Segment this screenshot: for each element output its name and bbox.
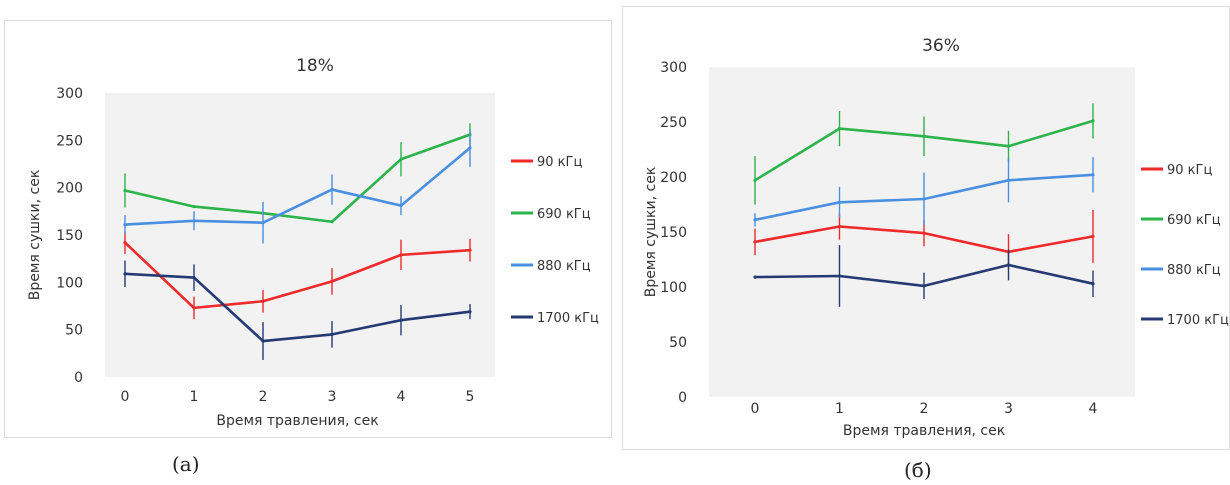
data-point-880 (922, 197, 926, 201)
legend-label-880: 880 кГц (537, 259, 591, 274)
data-point-90 (753, 240, 757, 244)
y-tick-label: 300 (56, 86, 83, 102)
chart-b: 36% 0 50 100 150 200 250 300 0 1 2 3 4 Время травлени… (643, 36, 1229, 439)
y-tick-label: 0 (678, 390, 687, 406)
data-point-880 (1091, 173, 1095, 177)
data-point-90 (468, 248, 472, 252)
data-point-880 (399, 204, 403, 208)
y-tick-label: 100 (56, 275, 83, 291)
legend-label-690: 690 кГц (537, 207, 591, 222)
y-tick-label: 200 (56, 181, 83, 197)
chart-title: 18% (296, 56, 334, 76)
y-tick-label: 100 (660, 280, 687, 296)
x-axis-label: Время травления, сек (216, 413, 378, 429)
data-point-90 (330, 279, 334, 283)
data-point-880 (1006, 178, 1011, 182)
legend-label-880: 880 кГц (1167, 263, 1221, 278)
data-point-1700 (399, 318, 403, 322)
caption-b: (б) (904, 458, 932, 482)
data-point-690 (330, 220, 334, 224)
data-point-1700 (1091, 282, 1095, 286)
chart-panel-b: 36% 0 50 100 150 200 250 300 0 1 2 3 4 Время травлени… (622, 6, 1230, 450)
data-point-690 (753, 178, 757, 182)
y-tick-label: 250 (660, 115, 687, 131)
data-point-90 (922, 231, 926, 235)
data-point-90 (192, 306, 196, 310)
y-tick-label: 300 (660, 60, 687, 76)
data-point-90 (123, 240, 127, 245)
data-point-1700 (330, 332, 334, 336)
y-axis-label: Время сушки, сек (27, 170, 43, 301)
x-tick-label: 3 (328, 389, 337, 405)
data-point-1700 (261, 339, 265, 343)
data-point-880 (123, 222, 127, 227)
chart-a: 18% 0 50 100 150 200 250 300 0 1 2 3 4 5 Время травлен… (27, 56, 599, 429)
y-tick-label: 250 (56, 133, 83, 149)
legend-label-1700: 1700 кГц (1167, 313, 1229, 328)
data-point-690 (399, 157, 403, 161)
y-tick-label: 150 (56, 228, 83, 244)
y-tick-label: 150 (660, 225, 687, 241)
data-point-690 (123, 188, 127, 193)
data-point-1700 (922, 284, 926, 288)
series-line-880 (124, 146, 471, 226)
data-point-880 (330, 187, 334, 192)
data-point-690 (922, 134, 926, 138)
y-tick-label: 50 (65, 323, 83, 339)
legend-label-90: 90 кГц (537, 155, 582, 170)
chart-panel-a: 18% 0 50 100 150 200 250 300 0 1 2 3 4 5 Время травлен… (4, 20, 612, 438)
data-point-1700 (753, 275, 757, 279)
x-tick-label: 0 (121, 389, 130, 405)
data-point-1700 (468, 310, 472, 314)
x-tick-label: 3 (1004, 401, 1013, 417)
series-line-1700 (124, 272, 471, 343)
y-tick-label: 0 (74, 370, 83, 386)
data-point-90 (399, 253, 403, 257)
x-tick-label: 2 (259, 389, 268, 405)
x-tick-label: 2 (920, 401, 929, 417)
caption-a: (а) (172, 452, 200, 476)
legend-label-90: 90 кГц (1167, 163, 1212, 178)
plot-area (105, 93, 495, 377)
x-tick-label: 4 (397, 389, 406, 405)
x-tick-label: 4 (1089, 401, 1098, 417)
x-tick-label: 1 (835, 401, 844, 417)
data-point-690 (1091, 119, 1095, 123)
y-tick-label: 50 (669, 335, 687, 351)
data-point-1700 (123, 272, 127, 276)
data-point-90 (1091, 234, 1095, 238)
data-point-1700 (192, 276, 196, 280)
series-line-690 (124, 133, 471, 224)
data-point-90 (837, 224, 842, 229)
data-point-880 (261, 221, 265, 225)
data-point-690 (837, 127, 842, 131)
series-line-90 (124, 241, 471, 310)
chart-title: 36% (922, 36, 960, 56)
y-tick-label: 200 (660, 170, 687, 186)
x-tick-label: 5 (466, 389, 475, 405)
data-point-880 (837, 200, 842, 204)
data-point-880 (468, 146, 472, 150)
y-axis-label: Время сушки, сек (643, 167, 659, 298)
legend-label-1700: 1700 кГц (537, 311, 599, 326)
legend-label-690: 690 кГц (1167, 213, 1221, 228)
data-point-1700 (1006, 263, 1011, 267)
data-point-690 (1006, 144, 1011, 148)
data-point-1700 (837, 274, 842, 278)
x-tick-label: 0 (751, 401, 760, 417)
data-point-90 (261, 299, 265, 303)
data-point-690 (192, 205, 196, 209)
x-tick-label: 1 (190, 389, 199, 405)
x-axis-label: Время травления, сек (843, 423, 1005, 439)
data-point-880 (192, 219, 196, 223)
data-point-880 (753, 218, 757, 222)
